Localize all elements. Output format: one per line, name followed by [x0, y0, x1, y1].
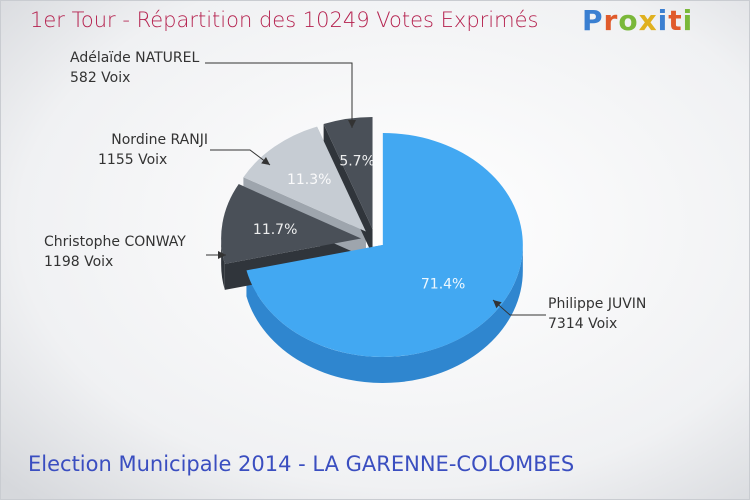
leader-line — [210, 149, 271, 166]
percent-label: 11.7% — [253, 222, 297, 238]
candidate-votes: 1198 Voix — [44, 254, 114, 270]
logo-letter: P — [582, 4, 604, 37]
candidate-name: Adélaïde NATUREL — [70, 50, 200, 66]
footer-title: Election Municipale 2014 - LA GARENNE-CO… — [28, 452, 575, 476]
leader-arrow — [218, 251, 226, 259]
candidate-name: Christophe CONWAY — [44, 234, 186, 250]
pie-slice — [243, 126, 366, 232]
percent-label: 5.7% — [339, 154, 375, 170]
logo-letter: o — [618, 4, 639, 37]
pie-slice — [323, 116, 373, 229]
label-philippe-juvin: Philippe JUVIN 7314 Voix — [548, 294, 646, 334]
pie-slice — [221, 184, 362, 264]
candidate-votes: 582 Voix — [70, 70, 131, 86]
leader-line — [205, 62, 353, 128]
percent-label: 71.4% — [421, 276, 465, 292]
logo-letter: t — [668, 4, 683, 37]
candidate-name: Philippe JUVIN — [548, 296, 647, 312]
pie-tops: 71.4% 11.7% 11.3% 5.7% — [221, 116, 523, 357]
leader-arrow — [348, 120, 356, 128]
pie-slice-side — [246, 244, 523, 383]
logo-letter: i — [657, 4, 669, 37]
pie-slice — [246, 132, 523, 357]
candidate-name: Nordine RANJI — [111, 132, 208, 148]
candidate-votes: 1155 Voix — [98, 152, 168, 168]
leader-arrow — [493, 300, 502, 309]
logo-letter: r — [603, 4, 619, 37]
label-christophe-conway: Christophe CONWAY 1198 Voix — [44, 232, 186, 272]
label-adelaide-naturel: Adélaïde NATUREL 582 Voix — [70, 48, 199, 88]
logo-letter: i — [682, 4, 694, 37]
percent-label: 11.3% — [287, 172, 331, 188]
chart-title: 1er Tour - Répartition des 10249 Votes E… — [30, 8, 539, 32]
label-nordine-ranji: Nordine RANJI 1155 Voix — [80, 130, 208, 170]
logo-letter: x — [638, 4, 658, 37]
candidate-votes: 7314 Voix — [548, 316, 618, 332]
proxiti-logo: Proxiti — [582, 4, 693, 37]
pie-slice-side — [221, 238, 225, 290]
leader-arrow — [261, 157, 270, 165]
